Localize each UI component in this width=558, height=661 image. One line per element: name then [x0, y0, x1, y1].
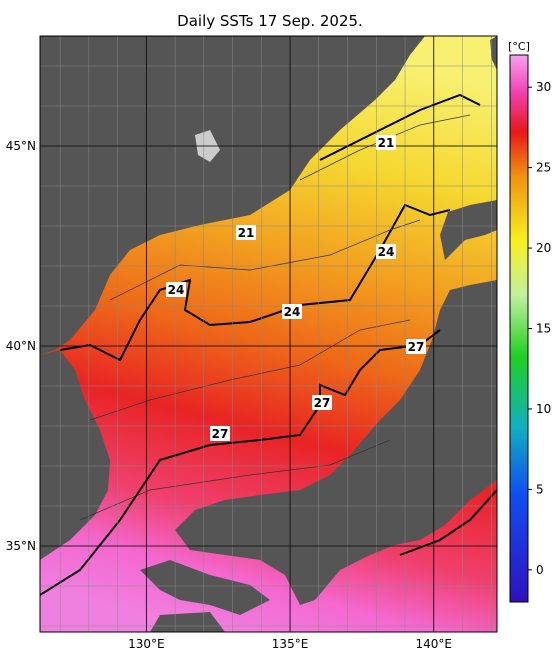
contour-label: 24 — [378, 245, 395, 259]
lon-tick-label: 135°E — [272, 637, 309, 651]
lon-tick-label: 130°E — [128, 637, 165, 651]
lon-tick-label: 140°E — [416, 637, 453, 651]
land — [40, 350, 110, 560]
colorbar-tick-label: 20 — [536, 241, 551, 255]
contour-label-box — [406, 339, 426, 354]
contour-label-box — [282, 304, 302, 319]
land — [140, 560, 270, 632]
colorbar-unit: [°C] — [508, 40, 530, 53]
contour-label: 24 — [168, 283, 185, 297]
title: Daily SSTs 17 Sep. 2025. — [177, 12, 363, 30]
contours — [40, 93, 497, 596]
colorbar-tick-label: 15 — [536, 322, 551, 336]
contour-label: 27 — [314, 396, 331, 410]
colorbar-tick-label: 30 — [536, 80, 551, 94]
contour-label-box — [376, 135, 396, 150]
contour-label-box — [312, 395, 332, 410]
contour-label-box — [210, 426, 230, 441]
colorbar — [509, 54, 529, 603]
colorbar-tick-label: 0 — [536, 563, 544, 577]
colorbar-tick-label: 5 — [536, 482, 544, 496]
contour-label-box — [376, 244, 396, 259]
map — [40, 36, 497, 632]
contour-label: 21 — [238, 226, 255, 240]
contour-label: 27 — [212, 427, 229, 441]
contour-label-box — [236, 225, 256, 240]
land — [440, 36, 497, 260]
lat-tick-label: 45°N — [6, 139, 36, 153]
contour-label: 27 — [408, 340, 425, 354]
colorbar-tick-label: 10 — [536, 402, 551, 416]
map-frame — [39, 35, 498, 633]
contour-label-box — [166, 282, 186, 297]
colorbar-tick-label: 25 — [536, 161, 551, 175]
land — [175, 280, 497, 605]
lat-tick-label: 35°N — [6, 539, 36, 553]
contour-label: 21 — [378, 136, 395, 150]
lat-tick-label: 40°N — [6, 339, 36, 353]
contour-label: 24 — [284, 305, 301, 319]
